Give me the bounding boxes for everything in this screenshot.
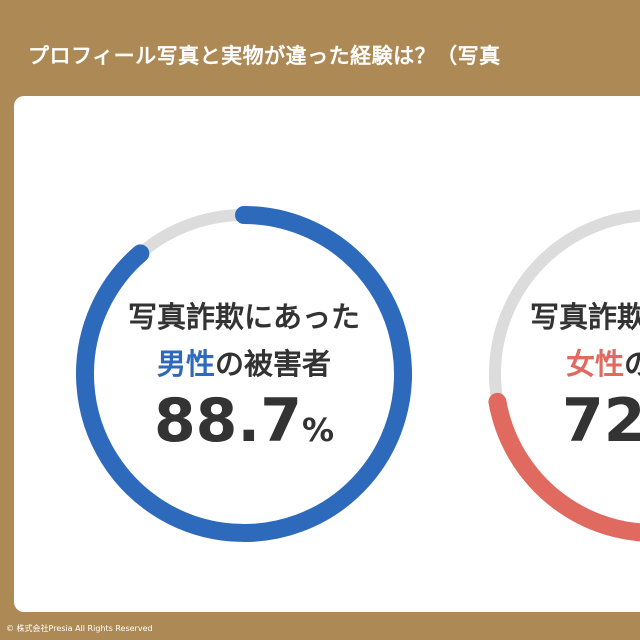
male-donut-arc xyxy=(76,206,412,542)
male-percentage-value: 88.7 xyxy=(153,386,302,456)
female-label-line2: 女性の xyxy=(566,341,640,383)
donut-charts-svg xyxy=(76,206,640,542)
male-label-suffix: の被害者 xyxy=(215,347,332,381)
female-gender-label: 女性 xyxy=(566,347,625,381)
male-percentage-unit: % xyxy=(301,411,335,449)
page-title: プロフィール写真と実物が違った経験は？（写真 xyxy=(28,44,501,68)
female-percentage: 72 xyxy=(562,386,640,456)
male-percentage: 88.7% xyxy=(94,386,394,456)
chart-card: 写真詐欺にあった 男性の被害者 88.7% 写真詐欺 女性の 72 xyxy=(14,96,640,612)
female-donut-arc xyxy=(488,392,640,542)
male-label-line1: 写真詐欺にあった xyxy=(127,300,360,334)
male-gender-label: 男性 xyxy=(156,347,215,381)
female-donut-track xyxy=(489,209,640,539)
female-percentage-value: 72 xyxy=(562,386,640,456)
copyright: © 株式会社Presia All Rights Reserved xyxy=(6,624,153,633)
female-label-line1: 写真詐欺 xyxy=(530,300,640,334)
female-label-suffix: の xyxy=(624,347,640,381)
male-label-line2: 男性の被害者 xyxy=(94,341,394,383)
